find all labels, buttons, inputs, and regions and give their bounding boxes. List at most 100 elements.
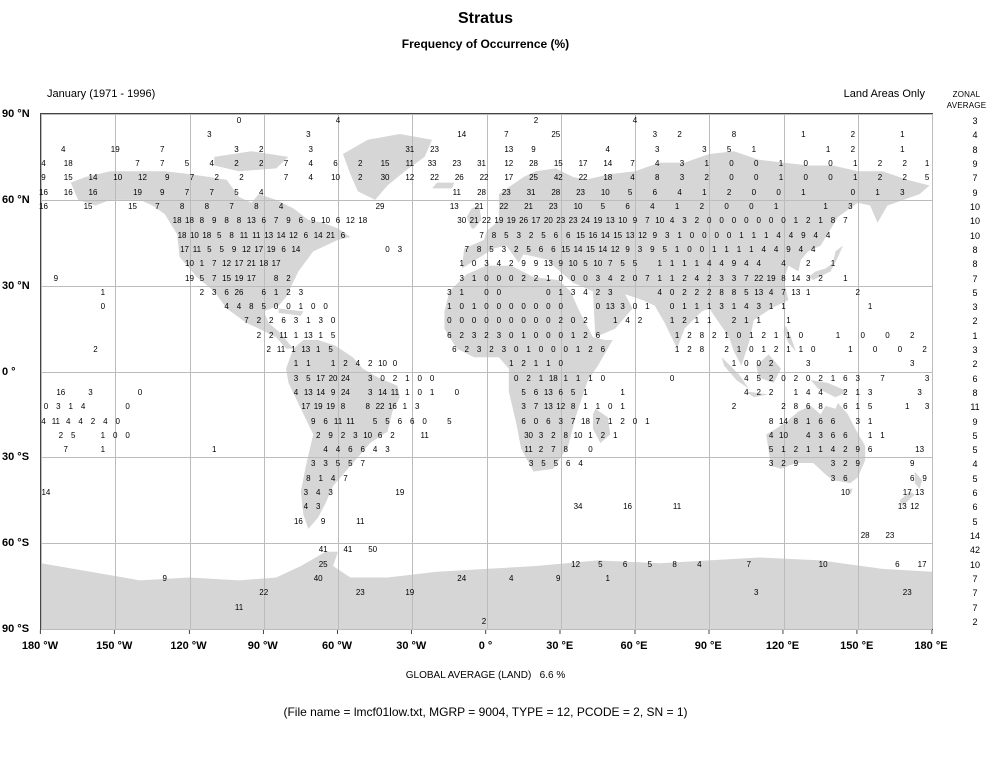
grid-value: 6 — [546, 416, 551, 426]
grid-value: 21 — [474, 201, 484, 211]
grid-value: 0 — [729, 173, 734, 183]
grid-value: 6 — [335, 216, 341, 226]
grid-value: 0 — [699, 244, 705, 254]
grid-value: 0 — [236, 116, 242, 126]
grid-value: 23 — [885, 531, 895, 540]
grid-value: 14 — [600, 230, 610, 240]
grid-value: 10 — [113, 173, 123, 183]
grid-value: 11 — [239, 230, 249, 240]
grid-value: 2 — [558, 316, 563, 326]
zonal-average-value: 8 — [972, 144, 978, 155]
grid-value: 6 — [895, 559, 900, 569]
zonal-average-value: 3 — [972, 302, 978, 313]
x-axis-tick-label: 150 °E — [840, 630, 874, 652]
grid-value: 9 — [320, 516, 326, 526]
grid-value: 2 — [768, 387, 774, 397]
grid-value: 8 — [229, 230, 234, 240]
grid-value: 10 — [600, 187, 610, 197]
zonal-average-value: 7 — [972, 273, 978, 284]
grid-value: 9 — [328, 430, 333, 440]
grid-value: 2 — [902, 173, 907, 183]
grid-value: 2 — [707, 287, 712, 297]
grid-value: 9 — [533, 259, 539, 269]
grid-value: 5 — [447, 416, 452, 426]
grid-value: 24 — [457, 573, 467, 583]
zonal-average-value: 2 — [972, 316, 978, 327]
grid-value: 4 — [278, 201, 284, 211]
grid-value: 1 — [212, 445, 217, 455]
landmass-iceland — [432, 182, 455, 189]
grid-value: 7 — [360, 459, 365, 469]
grid-value: 3 — [652, 130, 658, 140]
grid-value: 15 — [63, 173, 73, 183]
grid-value: 1 — [330, 359, 336, 369]
grid-value: 2 — [268, 330, 274, 340]
grid-value: 6 — [323, 416, 328, 426]
grid-value: 21 — [469, 216, 479, 226]
page-subtitle: Frequency of Occurrence (%) — [401, 37, 570, 51]
grid-value: 1 — [674, 201, 680, 211]
grid-value: 9 — [521, 259, 526, 269]
grid-value: 3 — [447, 287, 452, 297]
grid-value: 0 — [669, 373, 675, 383]
grid-value: 3 — [620, 302, 625, 312]
grid-value: 0 — [810, 345, 816, 355]
grid-value: 2 — [489, 345, 494, 355]
grid-value: 5 — [306, 373, 311, 383]
grid-value: 0 — [749, 345, 754, 355]
grid-value: 3 — [558, 416, 563, 426]
grid-value: 0 — [756, 359, 761, 369]
grid-value: 8 — [476, 244, 482, 254]
grid-value: 22 — [499, 201, 509, 211]
grid-value: 10 — [655, 216, 665, 226]
grid-value: 1 — [583, 402, 588, 412]
grid-value: 9 — [652, 230, 658, 240]
landmass-tasmania — [847, 488, 853, 495]
grid-value: 0 — [754, 173, 759, 183]
grid-value: 3 — [315, 502, 321, 512]
grid-value: 4 — [355, 359, 361, 369]
grid-value: 4 — [768, 430, 774, 440]
grid-value: 1 — [694, 302, 700, 312]
grid-value: 14 — [88, 173, 98, 183]
grid-value: 1 — [583, 387, 588, 397]
grid-value: 10 — [321, 216, 331, 226]
grid-value: 13 — [605, 216, 615, 226]
gridline-horizontal — [41, 457, 932, 459]
grid-value: 22 — [375, 402, 385, 412]
grid-value: 6 — [830, 430, 836, 440]
grid-value: 0 — [608, 402, 613, 412]
grid-value: 41 — [318, 545, 328, 555]
grid-value: 1 — [674, 244, 680, 254]
grid-value: 2 — [843, 445, 848, 455]
grid-value: 4 — [259, 187, 264, 197]
grid-value: 0 — [563, 345, 568, 355]
grid-value: 1 — [538, 373, 544, 383]
grid-value: 1 — [731, 302, 737, 312]
grid-value: 8 — [793, 402, 799, 412]
grid-value: 0 — [546, 316, 551, 326]
grid-value: 40 — [313, 573, 323, 583]
zonal-average-value: 5 — [972, 445, 978, 456]
grid-value: 0 — [521, 316, 526, 326]
grid-value: 13 — [543, 387, 553, 397]
grid-value: 0 — [286, 302, 291, 312]
grid-value: 4 — [605, 144, 610, 154]
grid-value: 6 — [600, 345, 606, 355]
grid-value: 14 — [457, 130, 467, 140]
grid-value: 17 — [531, 216, 541, 226]
y-axis-tick-label: 90 °S — [2, 623, 30, 635]
grid-value: 3 — [855, 416, 860, 426]
grid-value: 2 — [687, 330, 692, 340]
grid-value: 1 — [100, 445, 106, 455]
landmass-south-america — [286, 340, 400, 529]
grid-value: 0 — [533, 330, 539, 340]
grid-value: 7 — [595, 416, 601, 426]
grid-value: 12 — [222, 259, 232, 269]
grid-value: 21 — [246, 259, 256, 269]
grid-value: 34 — [573, 502, 583, 512]
grid-value: 3 — [719, 273, 724, 283]
zonal-average-value: 7 — [972, 602, 978, 613]
grid-value: 4 — [330, 473, 336, 483]
grid-value: 3 — [867, 387, 873, 397]
